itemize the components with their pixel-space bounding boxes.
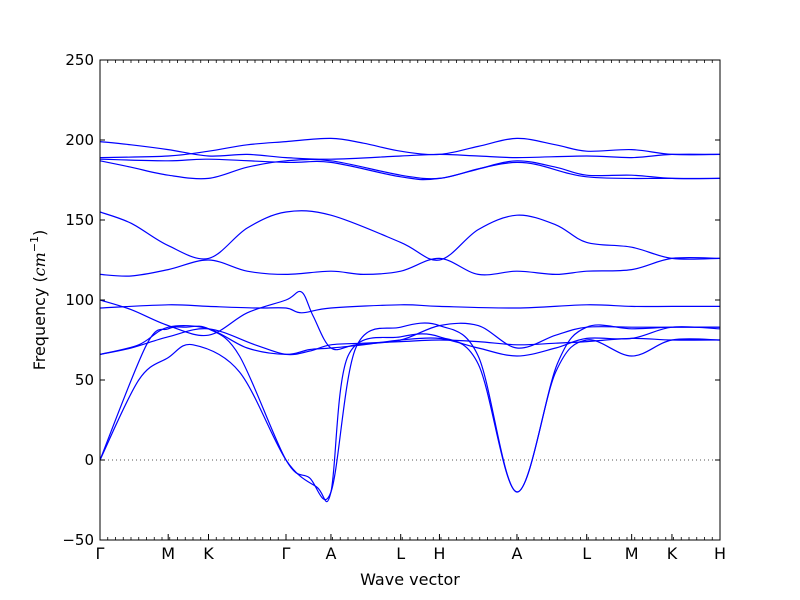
y-tick-label: 250 [65, 51, 94, 69]
y-tick-label: 50 [75, 371, 94, 389]
dispersion-branch-8 [100, 256, 720, 277]
x-tick-label: Γ [96, 544, 105, 563]
x-tick-label: L [582, 544, 591, 563]
x-tick-label: L [396, 544, 405, 563]
x-tick-label: Γ [282, 544, 291, 563]
dispersion-branch-6 [100, 304, 720, 314]
dispersion-branch-12 [100, 137, 720, 159]
dispersion-branch-7 [100, 210, 720, 261]
x-tick-label: M [625, 544, 639, 563]
y-axis-label-open: ( [30, 276, 49, 287]
x-tick-label: K [667, 544, 678, 563]
dispersion-branch-10 [100, 158, 720, 181]
y-axis-label-text: Frequency [30, 288, 49, 371]
y-axis-label-close: ) [30, 230, 49, 236]
minor-tick-layer [99, 60, 721, 540]
y-tick-label: 0 [84, 451, 94, 469]
dispersion-branch-5 [100, 290, 720, 351]
x-tick-label: H [714, 544, 726, 563]
y-axis-ticks: −50 0 50 100 150 200 250 [62, 51, 720, 549]
y-axis-label: Frequency (cm−1) [28, 230, 49, 371]
y-tick-label: 100 [65, 291, 94, 309]
dispersion-branch-2 [100, 322, 720, 501]
y-tick-label: 150 [65, 211, 94, 229]
dispersion-branch-11 [100, 141, 720, 160]
x-tick-label: A [325, 544, 336, 563]
x-tick-label: K [203, 544, 214, 563]
series-layer [100, 137, 720, 503]
x-axis-label: Wave vector [360, 570, 460, 589]
x-tick-label: H [433, 544, 445, 563]
y-axis-label-unit: cm [30, 252, 49, 276]
y-axis-label-unit-exponent: −1 [28, 236, 41, 252]
x-tick-label: A [511, 544, 522, 563]
y-tick-label: 200 [65, 131, 94, 149]
dispersion-branch-9 [100, 158, 720, 180]
dispersion-branch-1 [100, 333, 720, 503]
x-tick-label: M [161, 544, 175, 563]
y-tick-label: −50 [62, 531, 94, 549]
